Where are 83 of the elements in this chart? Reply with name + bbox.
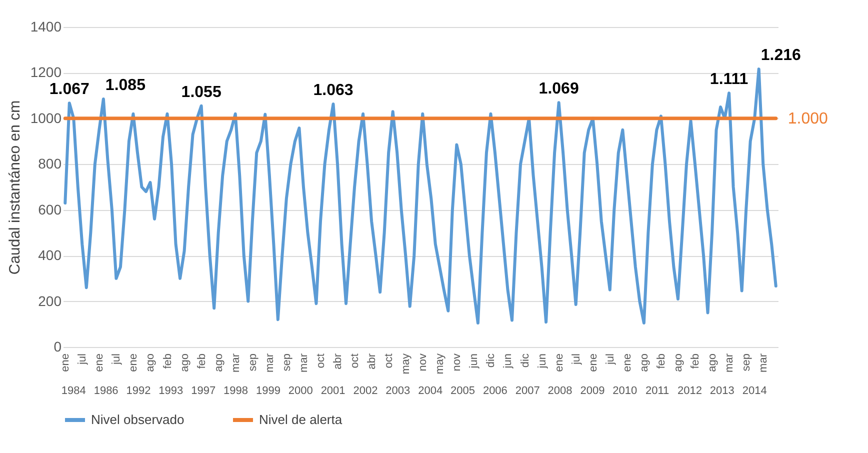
x-tick-label: ene [60, 354, 72, 372]
x-tick-label: feb [655, 354, 668, 369]
text: 1992 [126, 385, 151, 397]
x-tick-label: jul [570, 354, 582, 366]
x-tick-label: feb [690, 354, 702, 369]
x-tick-label: sep [246, 354, 259, 372]
text: 2009 [580, 385, 605, 397]
x-tick-label: dic [485, 353, 498, 368]
x-tick-label: ene [128, 354, 140, 372]
text: 2007 [515, 385, 540, 397]
text: 1999 [256, 385, 280, 397]
data-label: 1.085 [105, 77, 146, 94]
x-tick-label: jun [502, 354, 514, 370]
x-tick-label: sep [740, 354, 753, 372]
x-tick-label: ene [587, 354, 600, 372]
data-label: 1.055 [181, 84, 222, 101]
data-label: 1.216 [760, 47, 801, 64]
text: 2008 [548, 385, 572, 397]
x-tick-label: jul [76, 354, 89, 366]
data-label: 1.000 [788, 110, 828, 128]
x-tick-label: nov [417, 353, 430, 372]
y-tick-label: 1200 [30, 64, 62, 80]
x-tick-label: ago [672, 354, 684, 372]
legend-label: Nivel observado [91, 412, 184, 427]
text: 2003 [386, 385, 410, 397]
data-label: 1.069 [538, 80, 579, 98]
x-tick-label: ago [638, 354, 650, 372]
x-tick-label: oct [349, 354, 362, 368]
text: 2014 [742, 385, 767, 397]
text: 2001 [320, 385, 346, 397]
x-tick-label: jul [604, 354, 616, 366]
y-axis-title: Caudal instantáneo en cm [6, 100, 24, 275]
text: 2013 [710, 385, 734, 397]
text: 2004 [418, 385, 443, 397]
x-tick-label: mar [264, 353, 276, 372]
x-tick-label: jun [536, 354, 548, 370]
data-label: 1.063 [313, 82, 354, 100]
text: 1986 [94, 385, 118, 397]
x-tick-label: mar [758, 353, 770, 372]
text: 1984 [61, 385, 86, 397]
x-tick-label: dic [519, 353, 532, 368]
x-tick-label: mar [298, 353, 310, 372]
x-tick-label: mar [230, 353, 242, 372]
text: 2006 [482, 385, 508, 397]
text: 1998 [224, 385, 248, 397]
x-tick-label: ene [94, 354, 106, 372]
text: 2010 [612, 385, 638, 397]
x-tick-label: nov [451, 353, 464, 372]
data-label: 1.111 [710, 71, 748, 88]
text: 2000 [288, 385, 313, 397]
y-tick-label: 0 [54, 338, 62, 354]
x-tick-label: sep [280, 354, 293, 372]
text: 2012 [677, 385, 702, 397]
x-tick-label: oct [383, 354, 396, 368]
x-tick-label: ago [706, 354, 719, 372]
legend-label: Nivel de alerta [259, 412, 343, 427]
y-tick-label: 800 [38, 156, 62, 172]
text: 2005 [450, 385, 475, 397]
x-tick-label: jul [110, 354, 123, 366]
x-tick-label: mar [724, 353, 736, 372]
x-tick-label: may [400, 353, 412, 374]
x-tick-label: abr [332, 353, 344, 370]
text: 1993 [158, 385, 184, 397]
y-tick-label: 200 [38, 292, 62, 309]
x-tick-label: abr [366, 353, 378, 370]
x-tick-label: ago [144, 354, 157, 372]
text: 2011 [645, 385, 670, 397]
y-tick-label: 1000 [30, 110, 62, 126]
y-tick-label: 1400 [30, 18, 62, 34]
text: 2002 [353, 385, 378, 397]
text: 1997 [191, 385, 216, 397]
x-tick-label: ene [553, 354, 566, 372]
x-tick-label: jun [468, 354, 480, 370]
y-tick-label: 600 [38, 201, 62, 218]
x-tick-label: oct [314, 354, 327, 368]
y-tick-label: 400 [38, 247, 62, 264]
x-tick-label: feb [162, 354, 174, 369]
x-tick-label: feb [196, 354, 208, 369]
x-tick-label: ene [621, 354, 634, 372]
x-tick-label: ago [178, 354, 191, 372]
x-tick-label: may [434, 353, 446, 374]
data-label: 1.067 [49, 81, 90, 98]
x-tick-label: ago [212, 354, 225, 372]
